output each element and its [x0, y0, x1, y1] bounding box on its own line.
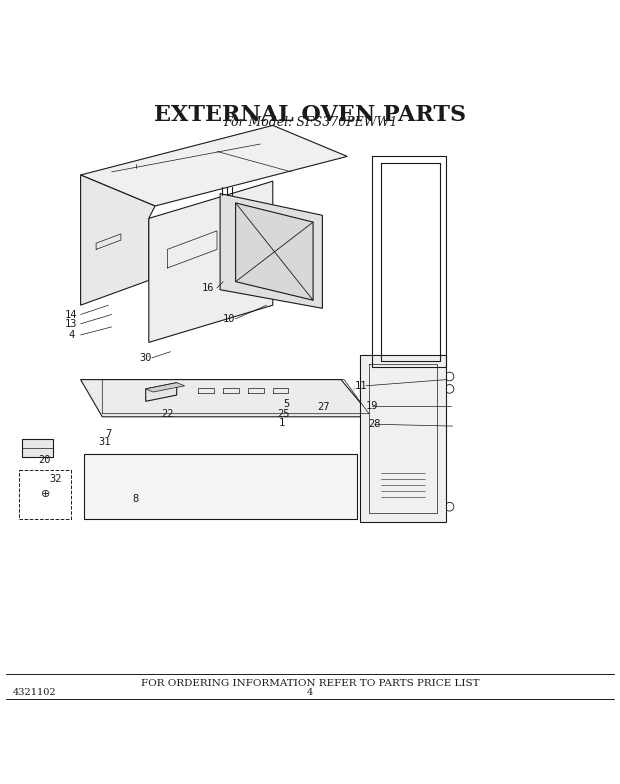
- Polygon shape: [22, 438, 53, 457]
- Polygon shape: [149, 181, 273, 343]
- Text: 20: 20: [38, 456, 51, 465]
- Text: 19: 19: [366, 401, 378, 411]
- Text: 7: 7: [105, 429, 112, 438]
- Polygon shape: [146, 383, 185, 392]
- Text: EXTERNAL OVEN PARTS: EXTERNAL OVEN PARTS: [154, 103, 466, 125]
- Text: ⊕: ⊕: [40, 489, 50, 499]
- Text: 32: 32: [50, 474, 62, 484]
- Text: 11: 11: [355, 381, 367, 390]
- Text: 5: 5: [283, 399, 290, 409]
- Polygon shape: [81, 379, 372, 417]
- Polygon shape: [81, 125, 347, 206]
- Polygon shape: [81, 175, 155, 305]
- Polygon shape: [236, 203, 313, 300]
- Text: 1: 1: [279, 418, 285, 428]
- Text: 8: 8: [132, 494, 138, 503]
- Text: 16: 16: [202, 283, 214, 293]
- Text: 4: 4: [68, 330, 74, 340]
- Text: 14: 14: [65, 310, 78, 320]
- Text: 22: 22: [161, 409, 174, 419]
- Polygon shape: [146, 383, 177, 401]
- Polygon shape: [220, 194, 322, 308]
- Text: 27: 27: [317, 402, 330, 412]
- Text: 13: 13: [65, 319, 78, 328]
- Text: 30: 30: [140, 353, 152, 363]
- Text: 28: 28: [368, 419, 381, 430]
- Polygon shape: [360, 355, 446, 522]
- Polygon shape: [84, 454, 356, 519]
- Text: 4321102: 4321102: [12, 688, 56, 697]
- Text: 31: 31: [98, 437, 110, 447]
- Text: 25: 25: [278, 409, 290, 419]
- Text: For Model: SFS370PEWW1: For Model: SFS370PEWW1: [223, 116, 397, 129]
- Text: 4: 4: [307, 688, 313, 697]
- Text: FOR ORDERING INFORMATION REFER TO PARTS PRICE LIST: FOR ORDERING INFORMATION REFER TO PARTS …: [141, 679, 479, 688]
- Text: eReplacementParts.com: eReplacementParts.com: [216, 384, 404, 400]
- Text: 10: 10: [223, 314, 236, 324]
